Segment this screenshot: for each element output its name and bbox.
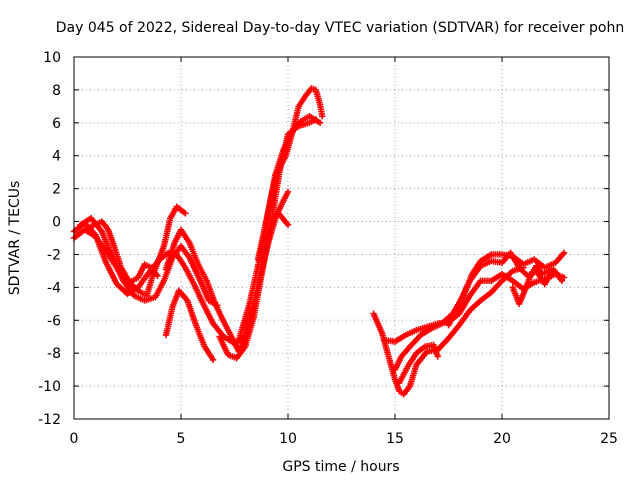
ticks-layer: 0 5 10 15 20 25 -12 -10 -8 -6 -4 -2 0 2 4 6 8 10 bbox=[38, 50, 618, 447]
data-point-marker bbox=[284, 221, 292, 229]
x-tick-label: 20 bbox=[493, 431, 511, 447]
series-track-10 bbox=[263, 188, 292, 243]
y-tick-label: 0 bbox=[52, 215, 61, 231]
chart-title: Day 045 of 2022, Sidereal Day-to-day VTE… bbox=[56, 20, 624, 36]
y-axis-label: SDTVAR / TECUs bbox=[7, 181, 23, 296]
y-tick-label: -12 bbox=[38, 412, 61, 428]
series-track-4 bbox=[87, 218, 161, 286]
y-tick-label: -10 bbox=[38, 379, 61, 395]
plot-frame bbox=[73, 56, 610, 420]
y-tick-label: 4 bbox=[52, 149, 61, 165]
data-point-marker bbox=[548, 266, 555, 273]
x-tick-label: 0 bbox=[70, 431, 79, 447]
data-point-marker bbox=[209, 356, 217, 363]
series-track-16 bbox=[509, 262, 555, 308]
x-tick-label: 25 bbox=[600, 431, 618, 447]
data-point-marker bbox=[319, 113, 326, 120]
data-marks-layer bbox=[70, 85, 568, 398]
y-tick-label: -6 bbox=[47, 313, 61, 329]
y-tick-label: 6 bbox=[52, 116, 61, 132]
series-track-11 bbox=[370, 264, 527, 398]
x-tick-label: 15 bbox=[386, 431, 404, 447]
data-point-marker bbox=[284, 188, 292, 196]
data-point-marker bbox=[560, 249, 568, 257]
x-tick-label: 10 bbox=[279, 431, 297, 447]
x-tick-label: 5 bbox=[177, 431, 186, 447]
series-track-8 bbox=[235, 113, 324, 344]
series-track-9 bbox=[254, 85, 326, 263]
data-point-marker bbox=[434, 353, 441, 360]
data-point-marker bbox=[558, 277, 566, 284]
y-tick-label: -8 bbox=[47, 346, 61, 362]
y-tick-label: -4 bbox=[47, 280, 61, 296]
data-point-marker bbox=[182, 210, 189, 217]
y-tick-label: -2 bbox=[47, 247, 61, 263]
grid-layer bbox=[74, 57, 609, 419]
y-tick-label: 2 bbox=[52, 182, 61, 198]
series-track-5 bbox=[162, 287, 217, 363]
y-tick-label: 10 bbox=[43, 50, 61, 66]
series-track-14 bbox=[396, 341, 441, 386]
data-point-marker bbox=[154, 272, 161, 280]
y-tick-label: 8 bbox=[52, 83, 61, 99]
x-axis-label: GPS time / hours bbox=[282, 459, 399, 475]
data-point-marker bbox=[316, 119, 324, 127]
